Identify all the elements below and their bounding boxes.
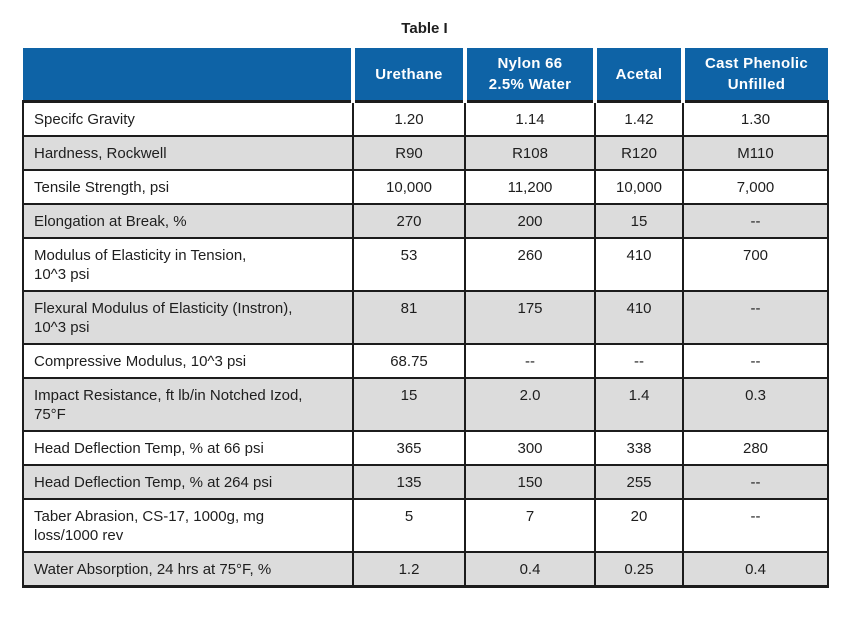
property-value: -- (682, 203, 829, 239)
property-value: 200 (464, 203, 596, 239)
column-header-urethane: Urethane (351, 48, 465, 103)
property-value: 270 (352, 203, 466, 239)
property-label: Water Absorption, 24 hrs at 75°F, % (22, 551, 354, 588)
property-label: Taber Abrasion, CS-17, 1000g, mg loss/10… (22, 498, 354, 553)
table-row: Specifc Gravity 1.20 1.14 1.42 1.30 (22, 100, 829, 137)
property-value: 2.0 (464, 377, 596, 432)
material-properties-table: Urethane Nylon 66 2.5% Water Acetal Cast… (22, 48, 829, 588)
column-header-acetal: Acetal (593, 48, 683, 103)
property-value: 5 (352, 498, 466, 553)
property-value: 255 (594, 464, 684, 500)
property-label: Elongation at Break, % (22, 203, 354, 239)
property-label: Tensile Strength, psi (22, 169, 354, 205)
property-value: 1.2 (352, 551, 466, 588)
table-row: Hardness, Rockwell R90 R108 R120 M110 (22, 135, 829, 171)
table-row: Compressive Modulus, 10^3 psi 68.75 -- -- -- (22, 343, 829, 379)
property-value: R108 (464, 135, 596, 171)
property-value: 15 (352, 377, 466, 432)
property-value: 280 (682, 430, 829, 466)
property-value: 68.75 (352, 343, 466, 379)
property-label: Impact Resistance, ft lb/in Notched Izod… (22, 377, 354, 432)
table-header-row: Urethane Nylon 66 2.5% Water Acetal Cast… (23, 48, 828, 103)
property-value: 175 (464, 290, 596, 345)
property-value: 300 (464, 430, 596, 466)
property-value: -- (682, 464, 829, 500)
table-row: Head Deflection Temp, % at 264 psi 135 150… (22, 464, 829, 500)
property-value: 0.4 (464, 551, 596, 588)
property-value: 1.42 (594, 100, 684, 137)
table-row: Elongation at Break, % 270 200 15 -- (22, 203, 829, 239)
property-value: -- (682, 343, 829, 379)
property-value: -- (594, 343, 684, 379)
property-value: R120 (594, 135, 684, 171)
property-value: 1.4 (594, 377, 684, 432)
table-row: Taber Abrasion, CS-17, 1000g, mg loss/10… (22, 498, 829, 553)
table-row: Water Absorption, 24 hrs at 75°F, % 1.2 0.… (22, 551, 829, 588)
table-body: Specifc Gravity 1.20 1.14 1.42 1.30 Hardness,… (22, 100, 829, 588)
table-row: Tensile Strength, psi 10,000 11,200 10,000 7… (22, 169, 829, 205)
table-row: Flexural Modulus of Elasticity (Instron)… (22, 290, 829, 345)
property-value: R90 (352, 135, 466, 171)
column-header-empty (23, 48, 353, 103)
property-value: 260 (464, 237, 596, 292)
property-value: 338 (594, 430, 684, 466)
property-value: 7,000 (682, 169, 829, 205)
property-value: 135 (352, 464, 466, 500)
property-value: -- (464, 343, 596, 379)
property-value: 11,200 (464, 169, 596, 205)
table-row: Modulus of Elasticity in Tension, 10^3 p… (22, 237, 829, 292)
property-value: 1.20 (352, 100, 466, 137)
property-value: 700 (682, 237, 829, 292)
column-header-nylon66: Nylon 66 2.5% Water (463, 48, 595, 103)
page-title: Table I (401, 20, 448, 37)
property-label: Head Deflection Temp, % at 66 psi (22, 430, 354, 466)
property-label: Head Deflection Temp, % at 264 psi (22, 464, 354, 500)
property-label: Flexural Modulus of Elasticity (Instron)… (22, 290, 354, 345)
property-value: 365 (352, 430, 466, 466)
property-value: 10,000 (594, 169, 684, 205)
property-value: 0.25 (594, 551, 684, 588)
property-value: 150 (464, 464, 596, 500)
property-value: 7 (464, 498, 596, 553)
property-value: 0.4 (682, 551, 829, 588)
property-label: Modulus of Elasticity in Tension, 10^3 p… (22, 237, 354, 292)
property-value: 1.14 (464, 100, 596, 137)
property-value: 0.3 (682, 377, 829, 432)
table-row: Impact Resistance, ft lb/in Notched Izod… (22, 377, 829, 432)
property-value: 20 (594, 498, 684, 553)
property-value: M110 (682, 135, 829, 171)
property-label: Specifc Gravity (22, 100, 354, 137)
property-label: Hardness, Rockwell (22, 135, 354, 171)
property-value: 10,000 (352, 169, 466, 205)
property-value: 410 (594, 237, 684, 292)
property-value: 53 (352, 237, 466, 292)
property-value: 81 (352, 290, 466, 345)
property-label: Compressive Modulus, 10^3 psi (22, 343, 354, 379)
table-row: Head Deflection Temp, % at 66 psi 365 300 3… (22, 430, 829, 466)
column-header-cast-phenolic: Cast Phenolic Unfilled (681, 48, 828, 103)
property-value: -- (682, 290, 829, 345)
property-value: -- (682, 498, 829, 553)
property-value: 1.30 (682, 100, 829, 137)
property-value: 410 (594, 290, 684, 345)
property-value: 15 (594, 203, 684, 239)
